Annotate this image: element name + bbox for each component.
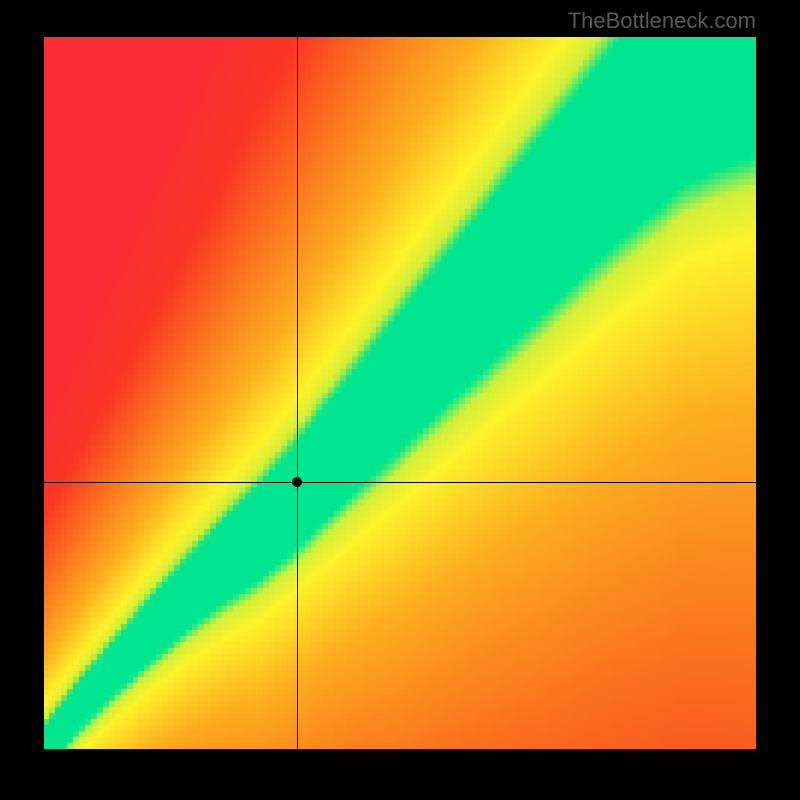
selection-marker (292, 477, 302, 487)
crosshair-vertical (297, 37, 298, 749)
crosshair-horizontal (44, 482, 756, 483)
watermark-text: TheBottleneck.com (568, 8, 756, 34)
heatmap-canvas (44, 37, 756, 749)
chart-frame: TheBottleneck.com (0, 0, 800, 800)
heatmap-plot (44, 37, 756, 749)
